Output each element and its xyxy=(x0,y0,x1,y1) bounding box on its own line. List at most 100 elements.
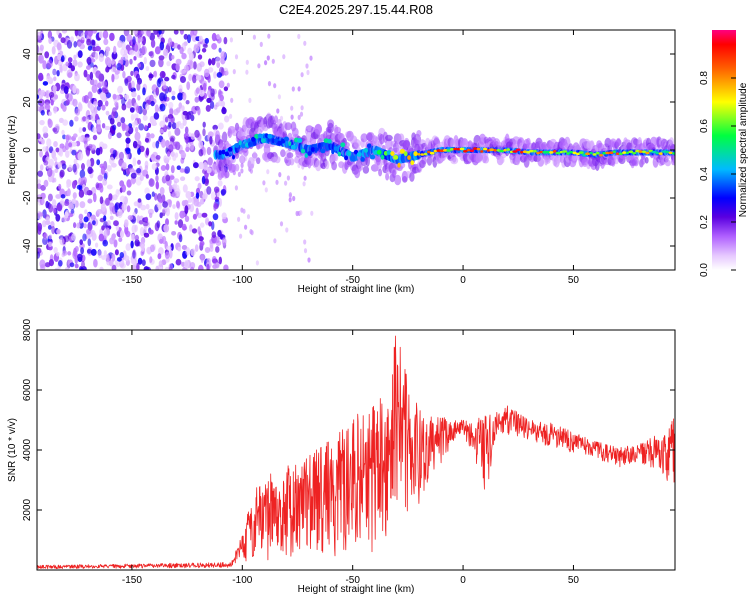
spectrogram-noise-speckle xyxy=(101,143,108,150)
spectrogram-noise-speckle xyxy=(218,122,224,130)
spectrogram-noise-speckle xyxy=(130,87,136,93)
spectrogram-noise-speckle xyxy=(137,118,142,125)
spectrogram-noise-speckle xyxy=(158,247,164,256)
spectrogram-noise-speckle xyxy=(66,179,71,186)
spectrogram-noise-speckle xyxy=(53,76,57,82)
spectrogram-noise-speckle xyxy=(79,239,83,246)
spectrogram-noise-speckle xyxy=(78,136,83,142)
spectrogram-noise-speckle xyxy=(101,123,106,129)
spectrogram-noise-speckle xyxy=(157,253,162,260)
spectrogram-noise-speckle xyxy=(92,134,98,141)
spectrogram-noise-speckle xyxy=(52,127,58,133)
snr-y-tick-label: 2000 xyxy=(22,498,33,521)
spectrogram-ridge-peak xyxy=(429,151,435,155)
spectrogram-noise-speckle xyxy=(41,138,45,145)
snr-x-tick-label: -150 xyxy=(122,575,142,586)
spectrogram-ridge-peak xyxy=(661,150,667,153)
spectrogram-noise-speckle xyxy=(71,149,77,156)
spectrogram-y-label: Frequency (Hz) xyxy=(7,116,18,185)
spectrogram-faint-speckle xyxy=(303,248,308,254)
spectrogram-noise-speckle xyxy=(109,117,115,125)
spectrogram-noise-speckle xyxy=(48,111,52,116)
spectrogram-ridge-peak xyxy=(353,149,359,155)
spectrogram-noise-speckle xyxy=(220,188,227,196)
spectrogram-faint-speckle xyxy=(295,210,299,217)
spectrogram-noise-speckle xyxy=(97,99,103,107)
spectrogram-ridge-peak xyxy=(340,142,346,148)
spectrogram-noise-speckle xyxy=(87,238,92,247)
spectrogram-noise-speckle xyxy=(98,80,104,87)
spectrogram-noise-speckle xyxy=(109,215,114,220)
spectrogram-noise-speckle xyxy=(131,264,137,270)
spectrogram-noise-speckle xyxy=(119,151,124,161)
spectrogram-noise-speckle xyxy=(139,226,145,237)
spectrogram-noise-speckle xyxy=(192,30,198,36)
spectrogram-noise-speckle xyxy=(191,228,198,234)
spectrogram-noise-speckle xyxy=(205,104,211,112)
spectrogram-ridge-peak xyxy=(234,143,240,148)
spectrogram-noise-speckle xyxy=(83,186,90,196)
spectrogram-ridge-peak xyxy=(628,150,634,153)
spectrogram-noise-speckle xyxy=(67,188,71,197)
spectrogram-noise-speckle xyxy=(84,136,91,142)
spectrogram-noise-speckle xyxy=(59,64,63,73)
spectrogram-faint-speckle xyxy=(240,162,244,168)
spectrogram-noise-speckle xyxy=(211,43,218,50)
spectrogram-ridge-peak xyxy=(350,155,356,161)
spectrogram-noise-speckle xyxy=(174,220,178,225)
spectrogram-noise-speckle xyxy=(179,30,184,35)
spectrogram-noise-speckle xyxy=(45,200,49,209)
spectrogram-ridge-peak xyxy=(572,151,577,155)
spectrogram-noise-speckle xyxy=(53,106,58,114)
spectrogram-noise-speckle xyxy=(101,255,107,260)
spectrogram-noise-speckle xyxy=(204,247,211,253)
spectrogram-faint-speckle xyxy=(266,169,270,175)
spectrogram-noise-speckle xyxy=(103,38,109,46)
spectrogram-y-tick-label: 40 xyxy=(22,48,33,60)
spectrogram-faint-speckle xyxy=(242,208,246,214)
spectrogram-noise-speckle xyxy=(113,45,117,55)
spectrogram-noise-speckle xyxy=(42,125,48,134)
spectrogram-noise-speckle xyxy=(70,209,75,214)
spectrogram-noise-speckle xyxy=(77,61,83,68)
spectrogram-noise-speckle xyxy=(123,49,128,56)
spectrogram-noise-speckle xyxy=(137,63,142,68)
spectrogram-noise-speckle xyxy=(70,65,76,72)
spectrogram-noise-speckle xyxy=(158,260,163,268)
spectrogram-faint-speckle xyxy=(307,257,311,263)
spectrogram-noise-speckle xyxy=(62,104,67,112)
spectrogram-ridge-halo xyxy=(644,157,649,164)
spectrogram-ridge-peak xyxy=(271,138,275,144)
spectrogram-noise-speckle xyxy=(215,236,220,244)
spectrogram-noise-speckle xyxy=(74,30,79,37)
spectrogram-y-tick-label: -20 xyxy=(22,190,33,205)
spectrogram-noise-speckle xyxy=(145,193,152,201)
spectrogram-noise-speckle xyxy=(165,155,172,161)
snr-marks xyxy=(37,335,675,570)
spectrogram-noise-speckle xyxy=(95,182,100,189)
spectrogram-noise-speckle xyxy=(171,122,177,130)
spectrogram-noise-speckle xyxy=(143,266,149,270)
spectrogram-noise-speckle xyxy=(146,30,151,38)
spectrogram-noise-speckle xyxy=(97,249,103,259)
spectrogram-ridge-peak xyxy=(366,143,372,149)
spectrogram-noise-speckle xyxy=(201,212,208,218)
spectrogram-noise-speckle xyxy=(125,243,131,251)
spectrogram-noise-speckle xyxy=(41,198,45,205)
spectrogram-noise-speckle xyxy=(93,193,97,203)
spectrogram-noise-speckle xyxy=(42,60,47,70)
spectrogram-noise-speckle xyxy=(141,259,146,266)
spectrogram-ridge-peak xyxy=(277,140,283,146)
spectrogram-noise-speckle xyxy=(147,247,151,255)
spectrogram-ridge-halo xyxy=(221,131,228,143)
spectrogram-noise-speckle xyxy=(44,51,50,59)
spectrogram-noise-speckle xyxy=(65,134,70,143)
spectrogram-noise-speckle xyxy=(53,247,58,254)
snr-x-label: Height of straight line (km) xyxy=(298,584,415,595)
spectrogram-faint-speckle xyxy=(240,168,244,174)
spectrogram-noise-speckle xyxy=(122,53,129,61)
spectrogram-noise-speckle xyxy=(54,94,58,100)
spectrogram-ridge-peak xyxy=(320,148,326,154)
spectrogram-noise-speckle xyxy=(208,58,212,66)
